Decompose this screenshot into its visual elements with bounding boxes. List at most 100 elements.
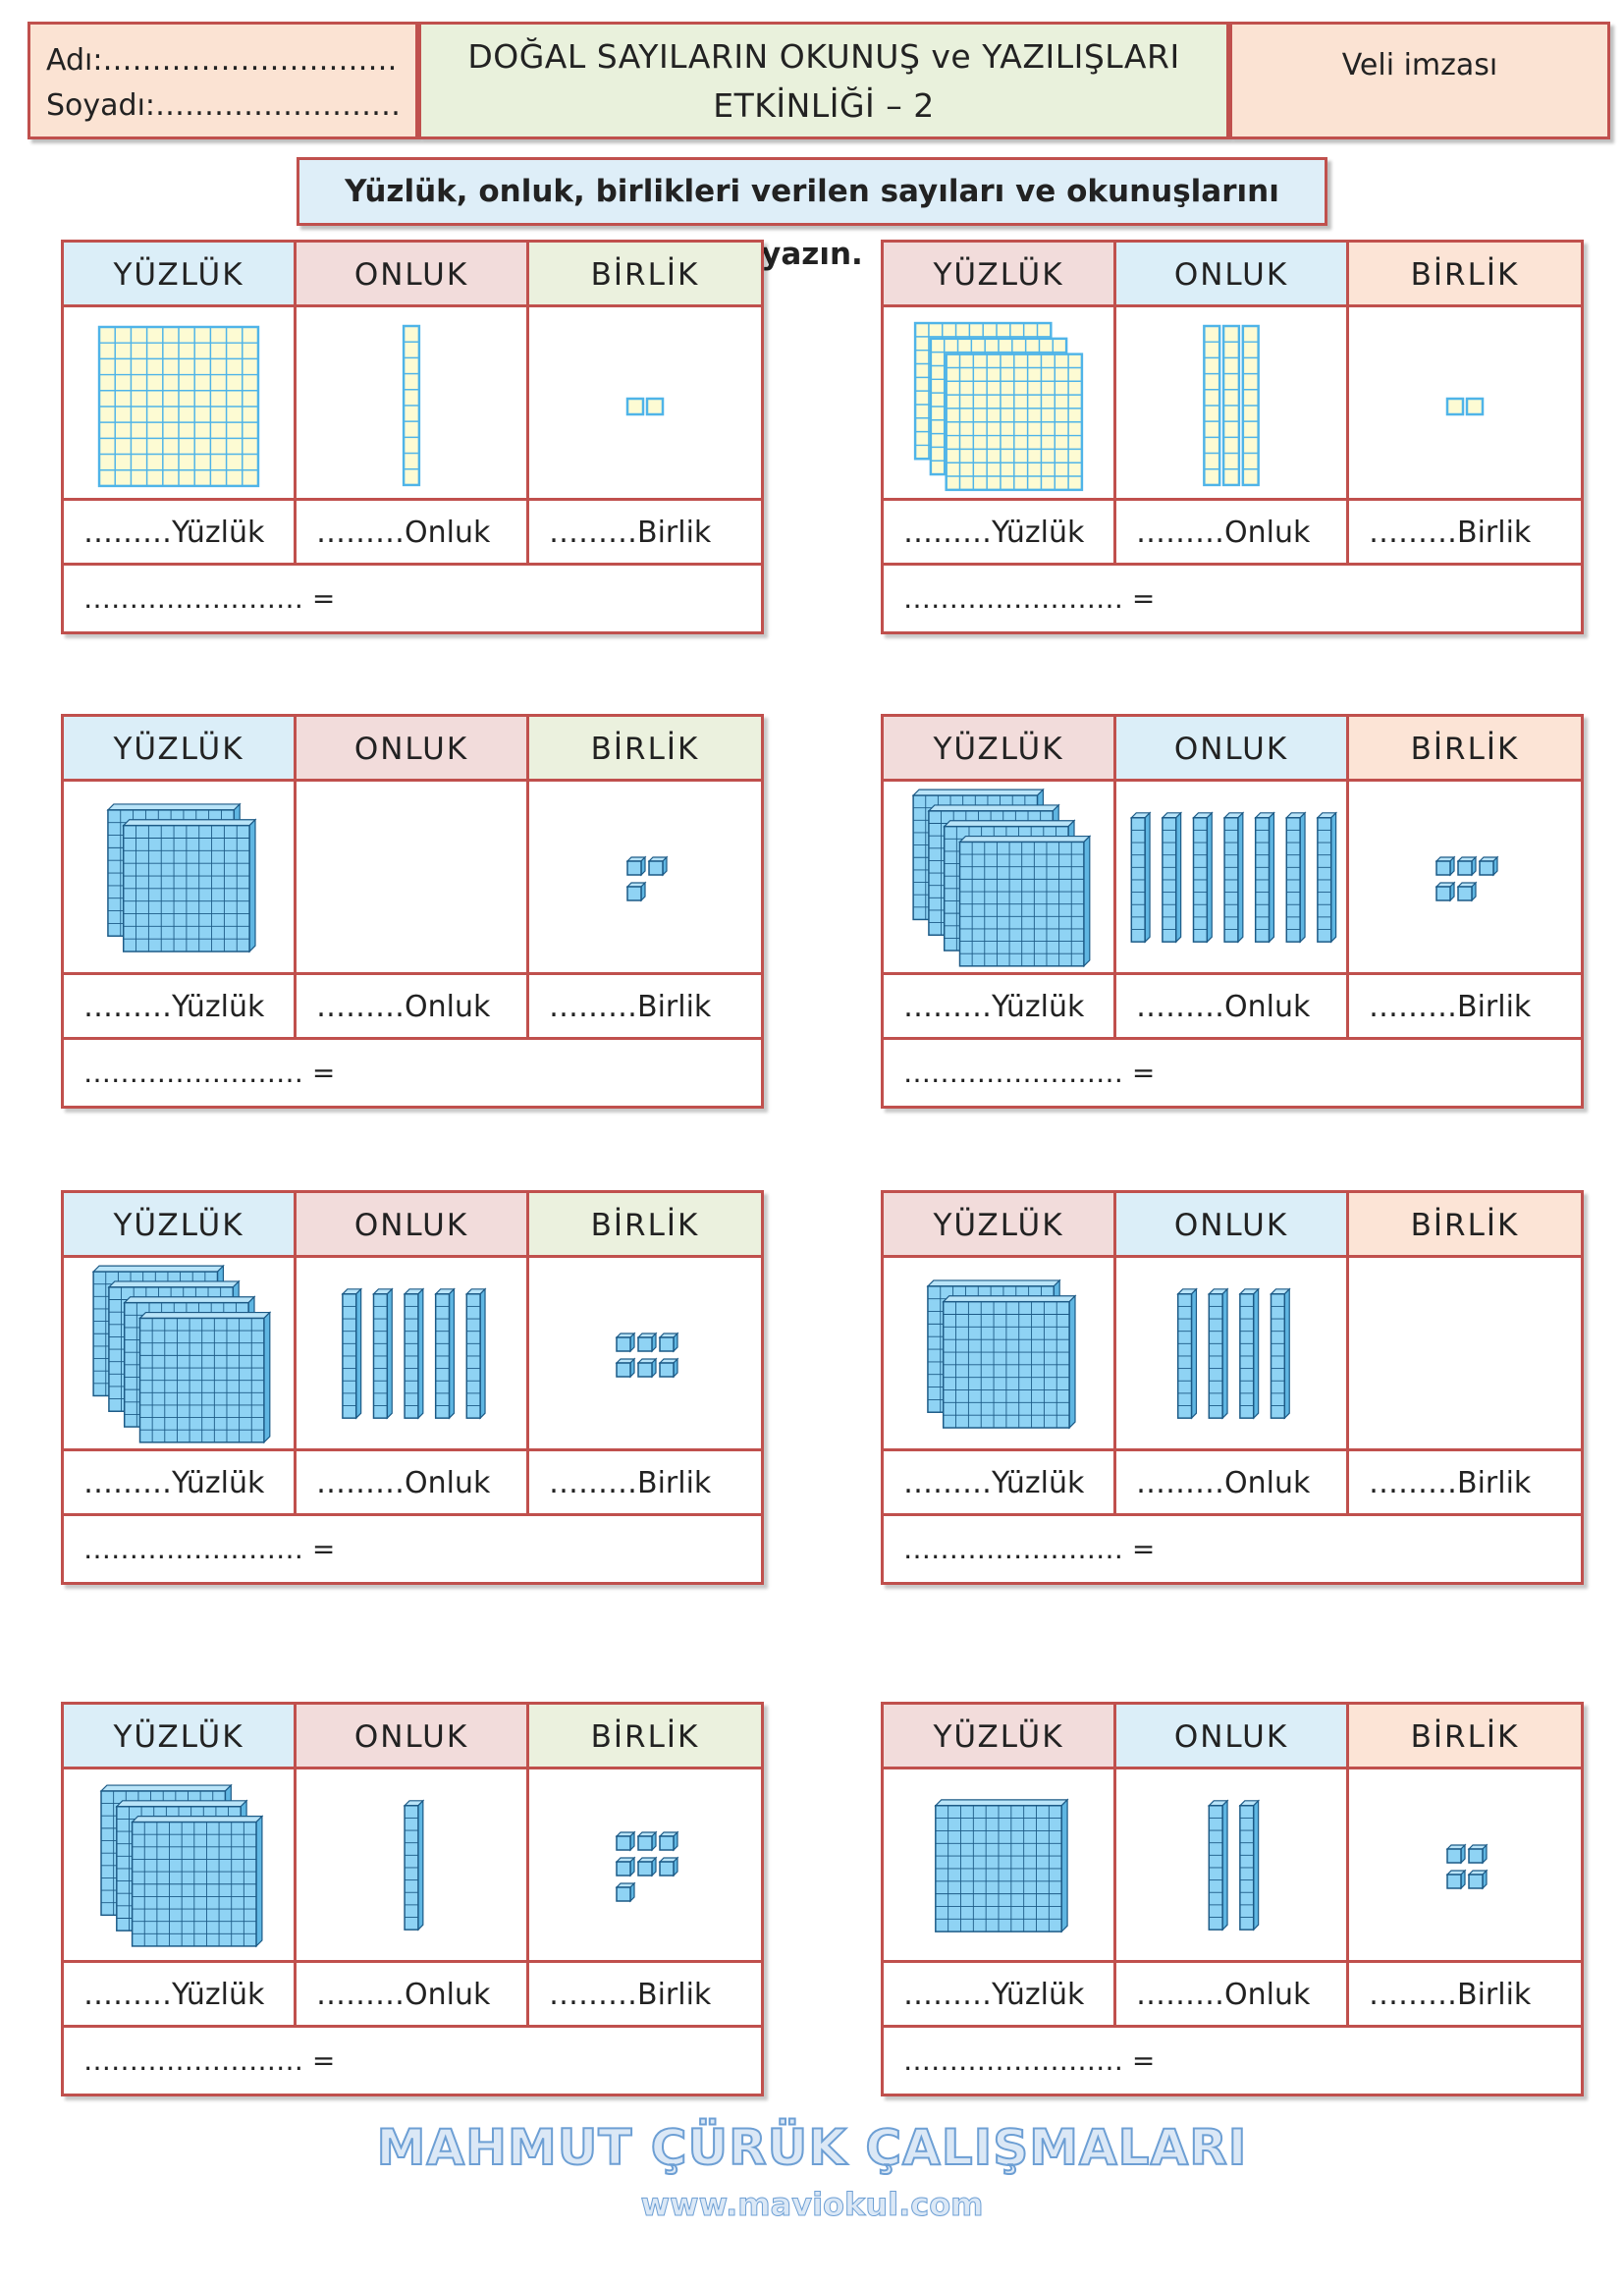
- footer-title: MAHMUT ÇÜRÜK ÇALIŞMALARI: [376, 2118, 1248, 2177]
- tens-blocks-cell: [297, 307, 529, 501]
- ones-blocks-illustration: [615, 1830, 679, 1903]
- tens-answer-field[interactable]: ………Onluk: [297, 1451, 529, 1516]
- hundreds-header: YÜZLÜK: [64, 1705, 297, 1769]
- exercise-card: YÜZLÜK ………Yüzlük ONLUK ………Onluk BİRLİK ………Bir…: [61, 714, 764, 1109]
- hundreds-blocks-cell: [884, 307, 1116, 501]
- hundreds-header: YÜZLÜK: [64, 717, 297, 782]
- hundreds-answer-field[interactable]: ………Yüzlük: [884, 1451, 1116, 1516]
- ones-header: BİRLİK: [529, 717, 761, 782]
- ones-answer-field[interactable]: ………Birlik: [529, 1451, 761, 1516]
- worksheet-title: DOĞAL SAYILARIN OKUNUŞ ve YAZILIŞLARI ET…: [418, 22, 1229, 139]
- ones-answer-field[interactable]: ………Birlik: [1349, 975, 1581, 1040]
- tens-answer-field[interactable]: ………Onluk: [1116, 975, 1349, 1040]
- exercise-card: YÜZLÜK ………Yüzlük ONLUK ………Onluk BİRLİK ………Bir…: [61, 240, 764, 634]
- hundreds-blocks-cell: [64, 1258, 297, 1451]
- number-reading-answer-field[interactable]: …………………… =: [83, 2044, 336, 2077]
- exercise-card: YÜZLÜK ………Yüzlük ONLUK ………Onluk BİRLİK ………Bir…: [881, 1190, 1584, 1585]
- student-name-box: Adı:……………………………………… Soyadı:…………………………….: [27, 22, 418, 139]
- surname-dots: …………………………….: [155, 88, 400, 123]
- tens-blocks-illustration: [402, 324, 421, 487]
- ones-blocks-cell: [529, 1258, 761, 1451]
- ones-header: BİRLİK: [529, 243, 761, 307]
- hundreds-header: YÜZLÜK: [64, 243, 297, 307]
- title-line-2: ETKİNLİĞİ – 2: [713, 86, 935, 125]
- ones-answer-field[interactable]: ………Birlik: [529, 1963, 761, 2028]
- number-reading-answer-field[interactable]: …………………… =: [83, 582, 336, 615]
- tens-answer-field[interactable]: ………Onluk: [1116, 1451, 1349, 1516]
- parent-signature-box[interactable]: Veli imzası: [1229, 22, 1610, 139]
- ones-blocks-illustration: [1349, 1258, 1581, 1448]
- instruction-banner: Yüzlük, onluk, birlikleri verilen sayıla…: [297, 157, 1327, 272]
- exercise-card: YÜZLÜK ………Yüzlük ONLUK ………Onluk BİRLİK ………Bir…: [881, 240, 1584, 634]
- hundreds-header: YÜZLÜK: [884, 243, 1116, 307]
- number-reading-answer-field[interactable]: …………………… =: [83, 1533, 336, 1565]
- tens-answer-field[interactable]: ………Onluk: [297, 975, 529, 1040]
- number-reading-answer-field[interactable]: …………………… =: [83, 1057, 336, 1089]
- exercise-card: YÜZLÜK ………Yüzlük ONLUK ………Onluk BİRLİK ………Bir…: [61, 1702, 764, 2096]
- tens-blocks-cell: [1116, 307, 1349, 501]
- ones-blocks-cell: [529, 782, 761, 975]
- ones-header: BİRLİK: [529, 1193, 761, 1258]
- ones-blocks-illustration: [1445, 1843, 1489, 1890]
- tens-blocks-illustration: [1207, 1799, 1261, 1931]
- hundreds-blocks-cell: [884, 1769, 1116, 1963]
- hundreds-answer-field[interactable]: ………Yüzlük: [64, 1963, 297, 2028]
- ones-blocks-illustration: [615, 1332, 679, 1379]
- tens-answer-field[interactable]: ………Onluk: [297, 501, 529, 566]
- hundreds-blocks-illustration: [91, 1264, 272, 1444]
- number-reading-answer-field[interactable]: …………………… =: [903, 582, 1156, 615]
- number-reading-answer-field[interactable]: …………………… =: [903, 1057, 1156, 1089]
- hundreds-blocks-illustration: [926, 1279, 1077, 1430]
- hundreds-answer-field[interactable]: ………Yüzlük: [884, 501, 1116, 566]
- footer-url[interactable]: www.maviokul.com: [640, 2186, 984, 2224]
- name-line[interactable]: Adı:………………………………………: [46, 38, 400, 83]
- hundreds-blocks-illustration: [106, 802, 257, 953]
- ones-blocks-cell: [529, 1769, 761, 1963]
- ones-blocks-cell: [1349, 307, 1581, 501]
- surname-line[interactable]: Soyadı:…………………………….: [46, 83, 400, 129]
- signature-label: Veli imzası: [1341, 48, 1498, 82]
- instruction-text: Yüzlük, onluk, birlikleri verilen sayıla…: [345, 174, 1279, 272]
- ones-header: BİRLİK: [1349, 717, 1581, 782]
- hundreds-header: YÜZLÜK: [884, 1705, 1116, 1769]
- ones-blocks-illustration: [1445, 397, 1485, 416]
- hundreds-answer-field[interactable]: ………Yüzlük: [884, 1963, 1116, 2028]
- ones-blocks-cell: [1349, 782, 1581, 975]
- tens-header: ONLUK: [297, 717, 529, 782]
- exercise-card: YÜZLÜK ………Yüzlük ONLUK ………Onluk BİRLİK ………Bir…: [881, 1702, 1584, 2096]
- hundreds-answer-field[interactable]: ………Yüzlük: [64, 501, 297, 566]
- tens-answer-field[interactable]: ………Onluk: [1116, 1963, 1349, 2028]
- ones-blocks-illustration: [625, 855, 669, 902]
- tens-blocks-illustration: [403, 1799, 425, 1931]
- number-reading-answer-field[interactable]: …………………… =: [903, 1533, 1156, 1565]
- tens-blocks-cell: [297, 1769, 529, 1963]
- tens-answer-field[interactable]: ………Onluk: [1116, 501, 1349, 566]
- exercise-card: YÜZLÜK ………Yüzlük ONLUK ………Onluk BİRLİK ………Bir…: [881, 714, 1584, 1109]
- tens-blocks-illustration: [1176, 1287, 1291, 1420]
- ones-answer-field[interactable]: ………Birlik: [1349, 1451, 1581, 1516]
- ones-answer-field[interactable]: ………Birlik: [1349, 501, 1581, 566]
- hundreds-blocks-cell: [884, 1258, 1116, 1451]
- hundreds-answer-field[interactable]: ………Yüzlük: [884, 975, 1116, 1040]
- tens-blocks-illustration: [1203, 324, 1260, 487]
- surname-label: Soyadı:: [46, 88, 156, 123]
- hundreds-answer-field[interactable]: ………Yüzlük: [64, 1451, 297, 1516]
- tens-answer-field[interactable]: ………Onluk: [297, 1963, 529, 2028]
- hundreds-blocks-cell: [64, 782, 297, 975]
- ones-answer-field[interactable]: ………Birlik: [529, 501, 761, 566]
- hundreds-header: YÜZLÜK: [884, 717, 1116, 782]
- ones-answer-field[interactable]: ………Birlik: [1349, 1963, 1581, 2028]
- name-dots: ………………………………………: [102, 43, 400, 78]
- exercise-card: YÜZLÜK ………Yüzlük ONLUK ………Onluk BİRLİK ………Bir…: [61, 1190, 764, 1585]
- title-line-1: DOĞAL SAYILARIN OKUNUŞ ve YAZILIŞLARI: [467, 37, 1180, 76]
- tens-blocks-illustration: [297, 782, 526, 972]
- tens-blocks-illustration: [341, 1287, 487, 1420]
- hundreds-blocks-illustration: [97, 325, 260, 488]
- number-reading-answer-field[interactable]: …………………… =: [903, 2044, 1156, 2077]
- tens-blocks-cell: [297, 782, 529, 975]
- hundreds-answer-field[interactable]: ………Yüzlük: [64, 975, 297, 1040]
- hundreds-blocks-cell: [64, 307, 297, 501]
- ones-answer-field[interactable]: ………Birlik: [529, 975, 761, 1040]
- tens-blocks-cell: [1116, 782, 1349, 975]
- hundreds-blocks-cell: [884, 782, 1116, 975]
